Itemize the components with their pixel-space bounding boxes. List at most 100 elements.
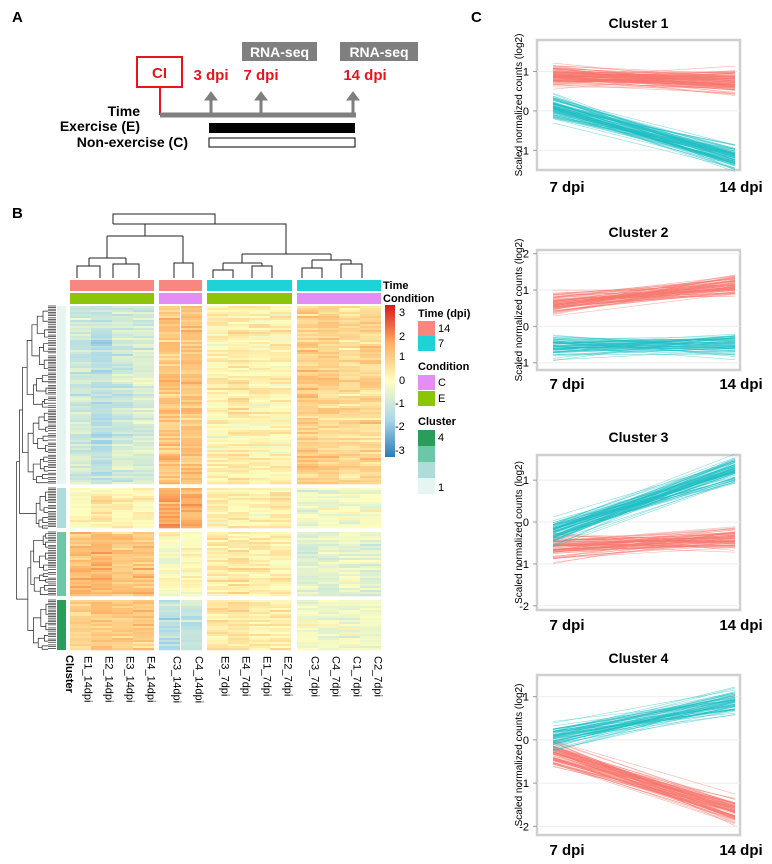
heatmap-cell	[207, 566, 228, 569]
heatmap-cell	[112, 614, 133, 617]
heatmap-cell	[297, 440, 318, 443]
heatmap-cell	[70, 452, 91, 455]
heatmap-cell	[112, 308, 133, 311]
nonexercise-bar	[208, 137, 356, 148]
heatmap-cell	[360, 478, 381, 481]
heatmap-cell	[159, 474, 180, 477]
heatmap-cell	[91, 408, 112, 411]
heatmap-cell	[270, 448, 291, 451]
heatmap-cell	[112, 618, 133, 621]
heatmap-cell	[207, 498, 228, 501]
heatmap-cell	[159, 580, 180, 583]
heatmap-cell	[228, 452, 249, 455]
heatmap-cell	[91, 352, 112, 355]
heatmap-cell	[133, 520, 154, 523]
heatmap-cell	[70, 518, 91, 521]
series-red	[552, 740, 736, 826]
heatmap-cell	[270, 420, 291, 423]
gene-line	[552, 71, 736, 80]
heatmap-cell	[249, 328, 270, 331]
heatmap-cell	[91, 480, 112, 483]
heatmap-cell	[207, 582, 228, 585]
heatmap-cell	[318, 368, 339, 371]
heatmap-cell	[249, 458, 270, 461]
heatmap-cell	[70, 602, 91, 605]
heatmap-cell	[339, 364, 360, 367]
heatmap-cell	[318, 510, 339, 513]
heatmap-cell	[249, 594, 270, 597]
heatmap-cell	[181, 436, 202, 439]
heatmap-cell	[228, 634, 249, 637]
heatmap-cell	[133, 348, 154, 351]
heatmap-cell	[228, 608, 249, 611]
gene-line	[552, 710, 736, 737]
heatmap-cell	[91, 568, 112, 571]
heatmap-cell	[112, 400, 133, 403]
row-dendrogram-branch	[36, 315, 45, 334]
heatmap-cell	[297, 428, 318, 431]
heatmap-cell	[270, 632, 291, 635]
heatmap-cell	[207, 568, 228, 571]
heatmap-cell	[133, 494, 154, 497]
heatmap-cell	[159, 454, 180, 457]
heatmap-cell	[228, 648, 249, 651]
heatmap-cell	[159, 472, 180, 475]
panel-c-letter: C	[471, 9, 482, 26]
heatmap-cell	[228, 418, 249, 421]
heatmap-cell	[339, 628, 360, 631]
heatmap-cell	[159, 492, 180, 495]
gene-line	[552, 749, 736, 806]
heatmap-cell	[112, 574, 133, 577]
heatmap-cell	[228, 620, 249, 623]
heatmap-cell	[228, 560, 249, 563]
heatmap-cell	[249, 556, 270, 559]
heatmap-cell	[297, 644, 318, 647]
heatmap-cell	[270, 634, 291, 637]
heatmap-cell	[249, 616, 270, 619]
heatmap-cell	[360, 568, 381, 571]
heatmap-cell	[91, 374, 112, 377]
heatmap-cell	[91, 482, 112, 485]
heatmap-cell	[133, 468, 154, 471]
gene-line	[552, 760, 736, 819]
heatmap-cell	[181, 632, 202, 635]
heatmap-cell	[249, 548, 270, 551]
heatmap-cell	[339, 602, 360, 605]
heatmap-cell	[228, 594, 249, 597]
legend-cond-c-swatch	[418, 375, 435, 390]
heatmap-cell	[270, 506, 291, 509]
y-axis-label: Scaled normalized counts (log2)	[514, 684, 525, 827]
heatmap-cell	[181, 556, 202, 559]
heatmap-cell	[159, 408, 180, 411]
heatmap-cell	[91, 312, 112, 315]
heatmap-cell	[91, 412, 112, 415]
y-tick-label: -1	[519, 358, 529, 370]
heatmap-cell	[159, 324, 180, 327]
heatmap-cell	[318, 350, 339, 353]
heatmap-cell	[181, 340, 202, 343]
heatmap-cell	[112, 558, 133, 561]
heatmap-cell	[91, 500, 112, 503]
heatmap-cell	[207, 524, 228, 527]
heatmap-cell	[207, 448, 228, 451]
heatmap-cell	[91, 306, 112, 309]
heatmap-cell	[91, 424, 112, 427]
heatmap-cell	[270, 532, 291, 535]
heatmap-cell	[91, 468, 112, 471]
heatmap-cell	[339, 586, 360, 589]
heatmap-cell	[159, 362, 180, 365]
heatmap-cell	[318, 450, 339, 453]
heatmap-cell	[339, 520, 360, 523]
heatmap-cell	[159, 432, 180, 435]
heatmap-cell	[297, 632, 318, 635]
heatmap-cell	[181, 566, 202, 569]
heatmap-cell	[91, 558, 112, 561]
heatmap-cell	[133, 342, 154, 345]
heatmap-cell	[112, 316, 133, 319]
heatmap-cell	[181, 352, 202, 355]
heatmap-cell	[112, 512, 133, 515]
heatmap-cell	[297, 524, 318, 527]
heatmap-cell	[112, 608, 133, 611]
heatmap-cell	[159, 388, 180, 391]
heatmap-cell	[297, 358, 318, 361]
